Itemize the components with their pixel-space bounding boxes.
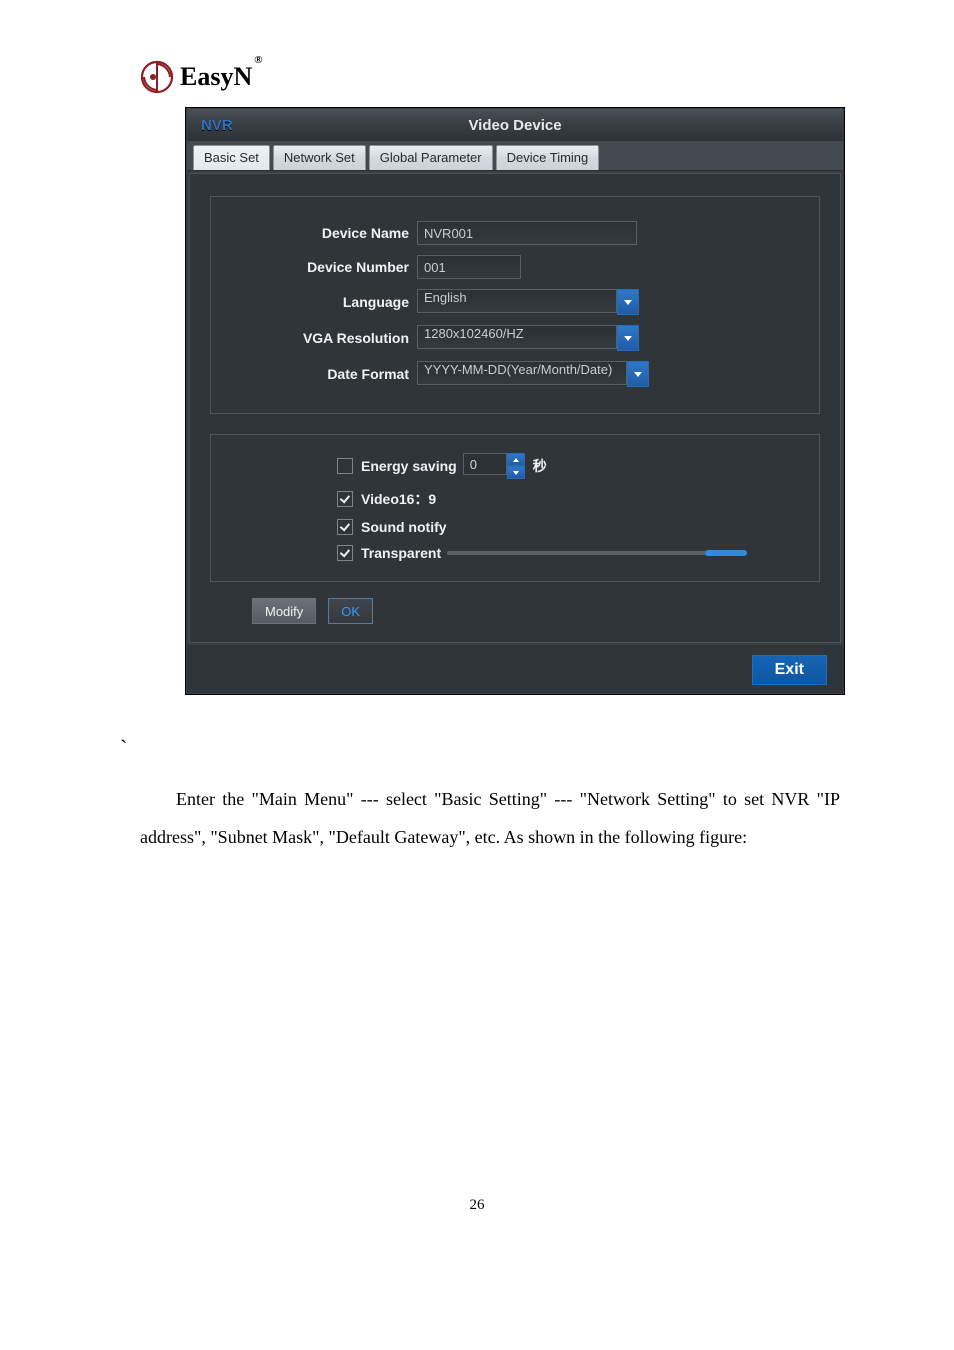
ok-button[interactable]: OK	[328, 598, 373, 624]
sound-notify-checkbox[interactable]	[337, 519, 353, 535]
device-number-input[interactable]	[417, 255, 521, 279]
window-title-left: NVR	[201, 117, 402, 134]
sound-notify-label: Sound notify	[361, 519, 447, 535]
device-name-label: Device Name	[229, 225, 417, 241]
video-device-window: NVR Video Device Basic Set Network Set G…	[185, 107, 845, 695]
tab-device-timing[interactable]: Device Timing	[496, 145, 600, 170]
device-number-label: Device Number	[229, 259, 417, 275]
energy-saving-input[interactable]	[463, 453, 507, 475]
transparent-label: Transparent	[361, 545, 441, 561]
device-name-input[interactable]	[417, 221, 637, 245]
exit-button[interactable]: Exit	[752, 655, 827, 685]
slider-fill	[705, 550, 747, 556]
date-format-dropdown-button[interactable]	[627, 361, 649, 387]
vga-select[interactable]: 1280x102460/HZ	[417, 325, 617, 349]
transparent-checkbox[interactable]	[337, 545, 353, 561]
chevron-down-icon	[624, 336, 632, 341]
stray-char: `	[120, 735, 954, 761]
tab-basic-set[interactable]: Basic Set	[193, 145, 270, 170]
date-format-label: Date Format	[229, 366, 417, 382]
window-titlebar: NVR Video Device	[187, 109, 843, 141]
logo-icon	[140, 60, 174, 94]
tab-bar: Basic Set Network Set Global Parameter D…	[187, 141, 843, 171]
chevron-down-icon	[624, 300, 632, 305]
transparent-slider[interactable]	[447, 551, 747, 555]
energy-unit: 秒	[533, 456, 547, 476]
energy-saving-checkbox[interactable]	[337, 458, 353, 474]
language-select[interactable]: English	[417, 289, 617, 313]
brand-logo: EasyN®	[0, 60, 954, 99]
tab-global-parameter[interactable]: Global Parameter	[369, 145, 493, 170]
video-16-9-checkbox[interactable]	[337, 491, 353, 507]
tab-network-set[interactable]: Network Set	[273, 145, 366, 170]
vga-dropdown-button[interactable]	[617, 325, 639, 351]
basic-form: Device Name Device Number Language Engli…	[210, 196, 820, 414]
arrow-down-icon	[513, 471, 519, 475]
options-block: Energy saving 秒 Video16：9	[210, 434, 820, 582]
body-paragraph: Enter the "Main Menu" --- select "Basic …	[140, 781, 840, 857]
energy-saving-label: Energy saving	[361, 458, 457, 474]
vga-label: VGA Resolution	[229, 330, 417, 346]
chevron-down-icon	[634, 372, 642, 377]
energy-spin-down[interactable]	[507, 466, 525, 479]
modify-button[interactable]: Modify	[252, 598, 316, 624]
language-label: Language	[229, 294, 417, 310]
window-title-center: Video Device	[402, 117, 628, 134]
video-16-9-label: Video16：9	[361, 489, 436, 509]
logo-text: EasyN®	[180, 62, 260, 92]
page-number: 26	[0, 1197, 954, 1214]
date-format-select[interactable]: YYYY-MM-DD(Year/Month/Date)	[417, 361, 627, 385]
arrow-up-icon	[513, 458, 519, 462]
energy-spin-up[interactable]	[507, 453, 525, 466]
language-dropdown-button[interactable]	[617, 289, 639, 315]
